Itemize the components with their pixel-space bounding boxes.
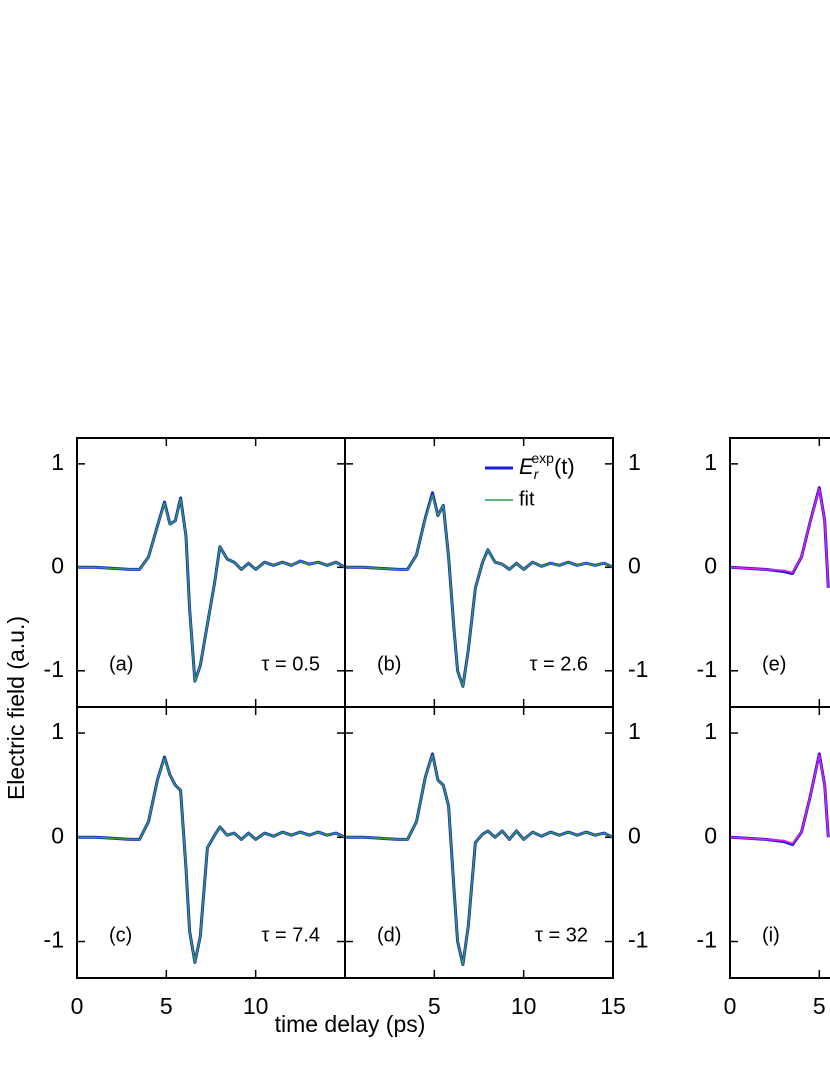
y-tick-label: 0	[628, 552, 641, 578]
x-axis-label: time delay (ps)	[275, 1011, 426, 1037]
y-tick-label: 0	[51, 822, 64, 848]
data-line	[729, 754, 830, 845]
y-tick-label: 1	[704, 718, 717, 744]
x-tick-label: 10	[243, 993, 269, 1019]
data-line	[729, 486, 830, 589]
panel-note: τ = 7.4	[262, 924, 321, 946]
y-tick-label: -1	[628, 656, 648, 682]
panel-label: (a)	[109, 653, 133, 675]
data-line	[729, 487, 830, 589]
legend-label: fit	[519, 488, 535, 510]
y-tick-label: 1	[628, 449, 641, 475]
y-tick-label: 0	[628, 822, 641, 848]
panel-label: (c)	[109, 924, 132, 946]
data-line	[77, 757, 346, 964]
y-tick-label: -1	[697, 656, 717, 682]
panel-note: τ = 32	[535, 924, 588, 946]
x-tick-label: 10	[511, 993, 537, 1019]
legend-label: Erexp(t)	[519, 450, 575, 482]
panel-label: (b)	[377, 653, 401, 675]
y-tick-label: 0	[51, 552, 64, 578]
data-line	[77, 498, 346, 682]
data-line	[345, 754, 614, 966]
y-tick-label: 0	[704, 552, 717, 578]
x-tick-label: 5	[813, 993, 826, 1019]
plot-frame	[344, 706, 614, 979]
panel-note: τ = 0.5	[262, 653, 321, 675]
plot-frame	[729, 706, 830, 979]
data-line	[345, 494, 614, 688]
panel-note: τ = 2.6	[530, 653, 589, 675]
y-tick-label: 1	[51, 718, 64, 744]
panel-label: (d)	[377, 924, 401, 946]
plot-frame	[729, 437, 830, 708]
data-line	[729, 752, 830, 847]
y-tick-label: -1	[697, 927, 717, 953]
x-tick-label: 5	[160, 993, 173, 1019]
y-tick-label: 1	[628, 718, 641, 744]
y-tick-label: 0	[704, 822, 717, 848]
y-tick-label: -1	[44, 656, 64, 682]
y-tick-label: 1	[51, 449, 64, 475]
y-tick-label: -1	[628, 927, 648, 953]
x-tick-label: 15	[600, 993, 626, 1019]
panel-label: (i)	[762, 924, 780, 946]
y-tick-label: -1	[44, 927, 64, 953]
x-tick-label: 0	[724, 993, 737, 1019]
y-axis-label: Electric field (a.u.)	[3, 616, 29, 800]
x-tick-label: 0	[71, 993, 84, 1019]
y-tick-label: 1	[704, 449, 717, 475]
x-tick-label: 5	[428, 993, 441, 1019]
panel-label: (e)	[762, 653, 786, 675]
